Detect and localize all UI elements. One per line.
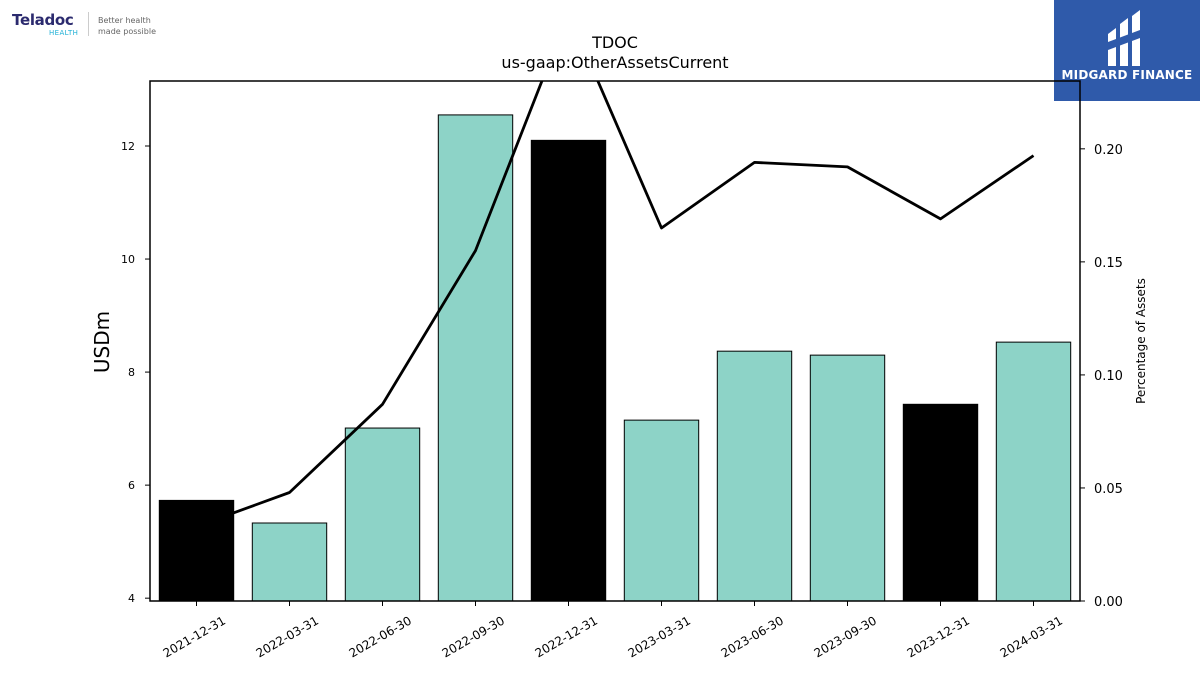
- percentage-line-series: [196, 81, 1035, 528]
- bar-2022-09-30: [437, 114, 514, 602]
- bar-2023-03-31: [623, 419, 700, 602]
- y-tick-label: 6: [128, 479, 135, 492]
- x-tick-label: 2024-03-31: [998, 613, 1065, 660]
- bar-2022-03-31: [251, 522, 328, 602]
- x-axis: 2021-12-31 2022-03-31 2022-06-30 2022-09-30…: [161, 601, 1065, 660]
- y2-tick-label: 0.15: [1094, 256, 1123, 271]
- y2-axis-label: Percentage of Assets: [1134, 278, 1148, 404]
- y-tick-label: 12: [121, 140, 135, 153]
- x-tick-label: 2021-12-31: [161, 613, 228, 660]
- y-axis-left: 4 6 8 10 12: [121, 140, 150, 605]
- x-tick-label: 2023-03-31: [626, 613, 693, 660]
- bar-2023-12-31: [902, 403, 979, 602]
- x-tick-label: 2023-06-30: [719, 613, 786, 660]
- x-tick-label: 2022-03-31: [254, 613, 321, 660]
- x-tick-label: 2022-09-30: [440, 613, 507, 660]
- chart-subtitle: us-gaap:OtherAssetsCurrent: [501, 53, 728, 72]
- bar-series: [158, 114, 1072, 602]
- chart-title: TDOC: [591, 33, 638, 52]
- y2-tick-label: 0.00: [1094, 595, 1123, 610]
- teladoc-tagline: Better health made possible: [98, 15, 156, 37]
- plot-frame: [149, 80, 1081, 602]
- teladoc-wordmark: Teladoc: [12, 11, 74, 29]
- y2-tick-label: 0.10: [1094, 369, 1123, 384]
- y2-tick-label: 0.20: [1094, 143, 1123, 158]
- logo-divider: [88, 12, 89, 36]
- bar-2022-06-30: [344, 427, 421, 602]
- bar-2024-03-31: [995, 341, 1072, 602]
- midgard-finance-logo: MIDGARD FINANCE: [1054, 0, 1200, 101]
- x-tick-label: 2022-12-31: [533, 613, 600, 660]
- y2-tick-label: 0.05: [1094, 482, 1123, 497]
- midgard-finance-name: MIDGARD FINANCE: [1061, 68, 1193, 82]
- teladoc-health-label: HEALTH: [49, 29, 79, 37]
- y-axis-right: 0.00 0.05 0.10 0.15 0.20: [1080, 143, 1123, 610]
- y-tick-label: 8: [128, 366, 135, 379]
- bar-2022-12-31: [530, 139, 607, 602]
- y-tick-label: 4: [128, 592, 135, 605]
- bar-2023-09-30: [809, 354, 886, 602]
- tagline-line-2: made possible: [98, 27, 156, 36]
- y-axis-label: USDm: [90, 311, 114, 373]
- x-tick-label: 2022-06-30: [347, 613, 414, 660]
- x-tick-label: 2023-09-30: [812, 613, 879, 660]
- teladoc-logo: Teladoc HEALTH Better health made possib…: [12, 10, 172, 40]
- y-tick-label: 10: [121, 253, 135, 266]
- tagline-line-1: Better health: [98, 16, 151, 25]
- bar-2023-06-30: [716, 350, 793, 602]
- percentage-line: [196, 81, 1035, 528]
- midgard-finance-logo-icon: [1108, 10, 1140, 66]
- x-tick-label: 2023-12-31: [905, 613, 972, 660]
